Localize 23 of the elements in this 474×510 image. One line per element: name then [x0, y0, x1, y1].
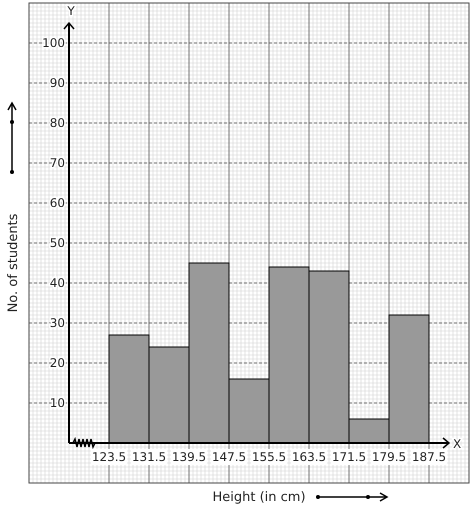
x-axis-title: Height (in cm)	[212, 490, 306, 505]
y-tick-label: 50	[50, 236, 65, 250]
text: Y	[66, 4, 76, 18]
x-tick-label: 139.5	[172, 450, 206, 464]
y-tick-label: 90	[50, 76, 65, 90]
y-tick-label: 70	[50, 156, 65, 170]
x-tick-label: 131.5	[132, 450, 166, 464]
x-tick-label: 187.5	[412, 450, 446, 464]
x-tick-label: 171.5	[332, 450, 366, 464]
y-axis-title: No. of students	[6, 213, 21, 312]
x-tick-label: 163.5	[292, 450, 326, 464]
y-tick-label: 30	[50, 316, 65, 330]
y-tick-label: 40	[50, 276, 65, 290]
y-tick-label: 60	[50, 196, 65, 210]
x-tick-label: 155.5	[252, 450, 286, 464]
x-tick-label: 147.5	[212, 450, 246, 464]
y-tick-label: 80	[50, 116, 65, 130]
y-tick-label: 100	[42, 36, 65, 50]
y-tick-label: 20	[50, 356, 65, 370]
x-tick-label: 179.5	[372, 450, 406, 464]
text: X	[453, 437, 462, 451]
y-tick-label: 10	[50, 396, 65, 410]
x-tick-label: 123.5	[92, 450, 126, 464]
